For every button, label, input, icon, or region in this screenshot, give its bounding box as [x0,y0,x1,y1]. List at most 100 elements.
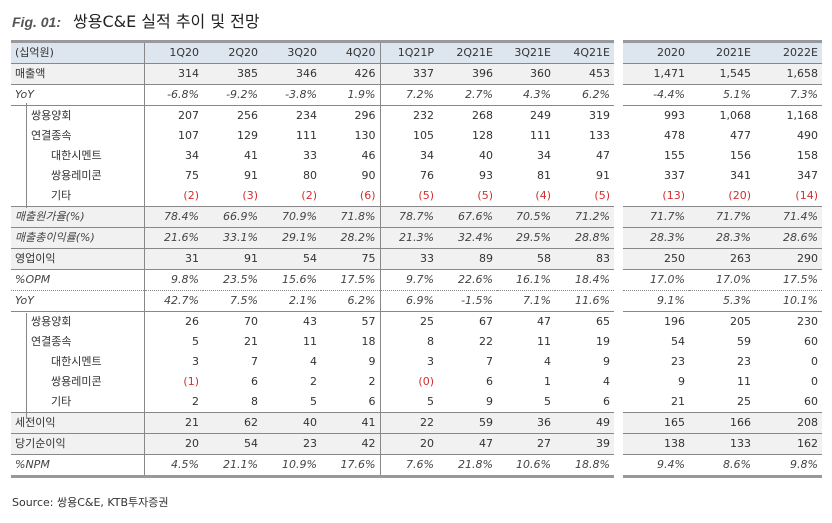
row-label: 기타 [11,392,145,413]
table-cell: 133 [689,433,755,455]
table-cell: 4 [544,355,551,368]
table-cell: 54 [671,335,685,348]
table-cell: 162 [755,433,822,455]
column-header: 3Q21E [497,40,555,64]
table-cell: 128 [472,129,493,142]
row-label: 연결종속 [11,332,145,352]
column-header: 4Q21E [555,40,614,64]
table-cell: 6 [486,375,493,388]
table-cell: -3.8% [262,84,321,106]
table-cell: 105 [413,129,434,142]
table-cell: 4.5% [144,454,203,478]
table-cell: 0 [811,355,818,368]
table-cell: 360 [497,63,555,85]
table-cell: 28.8% [555,227,614,249]
table-cell: 490 [797,129,818,142]
table-cell: 22 [380,412,438,434]
column-header: 2022E [755,40,822,64]
table-cell: 9.8% [755,454,822,478]
table-cell: 28.6% [755,227,822,249]
row-label: 쌍용양회 [11,105,145,126]
table-cell: 165 [623,412,689,434]
table-cell: 7.2% [380,84,438,106]
table-cell: 10.6% [497,454,555,478]
table-cell: 93 [479,169,493,182]
table-cell: 9.8% [144,269,203,291]
table-cell: 5 [380,392,438,413]
table-cell: 29.1% [262,227,321,249]
table-row: 영업이익 31 91 54 75 33 89 58 83 250 263 290 [11,248,822,270]
row-label: 쌍용레미콘 [11,372,145,392]
table-cell: 42.7% [144,290,203,312]
table-cell: 4 [603,375,610,388]
table-cell: 17.0% [623,269,689,291]
column-header: 3Q20 [262,40,321,64]
column-gap [614,269,623,291]
table-cell: 341 [730,169,751,182]
column-gap [614,63,623,85]
table-cell: 27 [497,433,555,455]
table-cell: 32.4% [438,227,497,249]
table-cell: 7.5% [203,290,262,312]
table-cell: 71.7% [623,206,689,228]
table-cell: 59 [737,335,751,348]
table-cell: 1,471 [623,63,689,85]
table-row: 쌍용양회 207 256 234 296 232 268 249 319 993 1,068 1,16… [11,105,822,126]
table-cell: 453 [555,63,614,85]
table-cell: 39 [555,433,614,455]
table-cell: 54 [203,433,262,455]
column-header: 4Q20 [321,40,381,64]
table-cell: (4) [497,186,555,207]
table-cell: 207 [178,109,199,122]
table-cell: 396 [438,63,497,85]
table-cell: 21 [244,335,258,348]
table-cell: 33.1% [203,227,262,249]
table-cell: 17.5% [321,269,381,291]
table-cell: 6.9% [380,290,438,312]
table-row: 기타 2 8 5 6 5 9 5 6 21 25 60 [11,392,822,413]
table-cell: 41 [321,412,381,434]
table-cell: 47 [438,433,497,455]
table-cell: 263 [689,248,755,270]
table-cell: 65 [596,315,610,328]
row-label: YoY [11,84,145,106]
table-cell: 90 [321,166,381,186]
table-row: 당기순이익 20 54 23 42 20 47 27 39 138 133 162 [11,433,822,455]
table-cell: 67 [479,315,493,328]
table-cell: 9.7% [380,269,438,291]
table-cell: 3 [192,355,199,368]
column-gap [614,248,623,270]
table-row: 매출총이익률(%) 21.6% 33.1% 29.1% 28.2% 21.3% 32.4% 2… [11,227,822,249]
table-cell: 6 [555,392,614,413]
table-cell: 42 [321,433,381,455]
table-cell: 133 [589,129,610,142]
table-cell: 21.1% [203,454,262,478]
column-gap [614,84,623,106]
table-cell: 40 [479,149,493,162]
table-cell: 46 [321,146,381,166]
table-cell: 91 [244,169,258,182]
table-cell: 7.3% [755,84,822,106]
column-header: 2020 [623,40,689,64]
table-cell: 346 [262,63,321,85]
table-cell: 70.9% [262,206,321,228]
table-cell: 337 [380,63,438,85]
table-cell: 290 [755,248,822,270]
table-cell: (20) [689,186,755,207]
table-row: 연결종속 5 21 11 18 8 22 11 19 54 59 60 [11,332,822,352]
column-gap [614,166,623,186]
table-cell: 2 [321,372,381,392]
table-cell: 23 [737,355,751,368]
table-cell: 256 [237,109,258,122]
table-cell: 478 [664,129,685,142]
table-cell: 250 [623,248,689,270]
table-cell: -9.2% [203,84,262,106]
table-cell: 23.5% [203,269,262,291]
row-label: 세전이익 [11,412,145,434]
table-row: %OPM 9.8% 23.5% 15.6% 17.5% 9.7% 22.6% 16.1% 18.… [11,269,822,291]
table-cell: 9 [603,355,610,368]
table-cell: 40 [262,412,321,434]
table-cell: 5 [192,335,199,348]
row-label: YoY [11,290,145,312]
table-cell: 18.4% [555,269,614,291]
